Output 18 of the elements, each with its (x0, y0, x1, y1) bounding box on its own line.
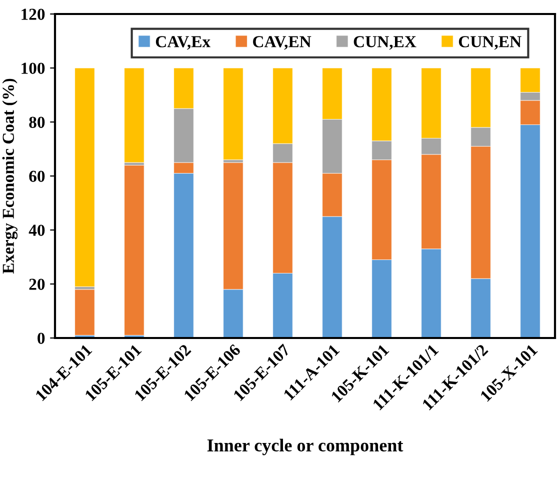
bar (74, 289, 95, 336)
y-tick-label: 80 (29, 116, 45, 128)
legend-label: CAV,Ex (156, 36, 210, 50)
bar (74, 68, 95, 287)
legend-label: CUN,EX (354, 36, 416, 50)
y-tick-label: 60 (29, 170, 45, 182)
y-tick-label: 0 (38, 332, 45, 344)
legend-label: CUN,EN (458, 36, 522, 50)
y-tick-label: 100 (22, 62, 45, 74)
y-axis-title: Exergy Economic Coat (%) (2, 78, 18, 274)
bar (124, 68, 144, 163)
bar (223, 68, 244, 160)
y-tick-label: 120 (22, 8, 45, 20)
y-tick-label: 40 (28, 224, 45, 236)
legend-label: CAV,EN (253, 36, 312, 50)
y-tick-label: 20 (29, 278, 45, 290)
x-axis-title: Inner cycle or component (207, 438, 404, 456)
bar (124, 164, 144, 336)
